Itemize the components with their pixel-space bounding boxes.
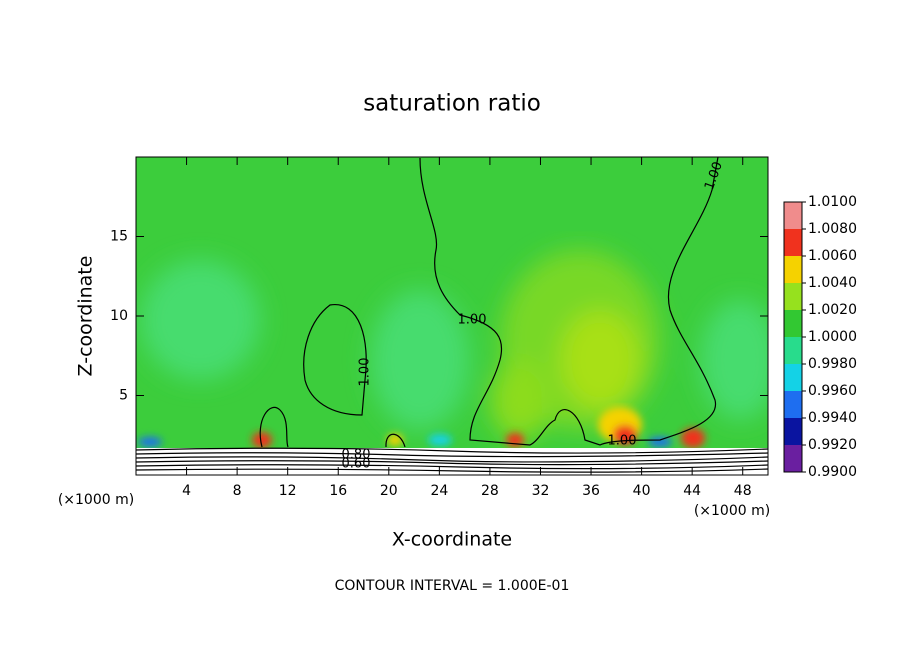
x-tick-label: 20 (380, 483, 398, 499)
colorbar-label: 0.9940 (808, 410, 857, 426)
contour-label: 1.00 (608, 434, 637, 449)
colorbar-band (784, 310, 802, 337)
x-tick-label: 40 (633, 483, 651, 499)
colorbar-label: 1.0020 (808, 302, 857, 318)
contour-label: 0.60 (342, 457, 371, 472)
x-tick-label: 36 (582, 483, 600, 499)
colorbar-label: 0.9920 (808, 437, 857, 453)
colorbar-label: 0.9980 (808, 356, 857, 372)
colorbar-band (784, 391, 802, 418)
colorbar-label: 1.0100 (808, 194, 857, 210)
x-tick-label: 44 (683, 483, 701, 499)
contour-field (136, 157, 768, 475)
colorbar-label: 0.9900 (808, 464, 857, 480)
y-tick-label: 10 (110, 308, 128, 324)
x-tick-label: 24 (430, 483, 448, 499)
y-tick-label: 5 (119, 388, 128, 404)
contour-label: 1.00 (458, 313, 487, 328)
colorbar-band (784, 445, 802, 472)
colorbar-band (784, 202, 802, 229)
colorbar-label: 1.0000 (808, 329, 857, 345)
x-tick-label: 28 (481, 483, 499, 499)
chart-title: saturation ratio (363, 91, 541, 117)
colorbar-label: 1.0080 (808, 221, 857, 237)
x-tick-label: 16 (329, 483, 347, 499)
x-units: (×1000 m) (694, 503, 770, 519)
x-tick-label: 8 (233, 483, 242, 499)
colorbar-label: 1.0040 (808, 275, 857, 291)
colorbar-band (784, 229, 802, 256)
y-axis-label: Z-coordinate (75, 256, 97, 377)
colorbar-label: 0.9960 (808, 383, 857, 399)
y-tick-label: 15 (110, 229, 128, 245)
colorbar-outline (783, 201, 803, 473)
colorbar-band (784, 337, 802, 364)
colorbar-band (784, 283, 802, 310)
x-tick-label: 48 (734, 483, 752, 499)
colorbar-band (784, 256, 802, 283)
contour-label: 1.00 (358, 358, 373, 387)
colorbar-band (784, 418, 802, 445)
annotation: CONTOUR INTERVAL = 1.000E-01 (335, 578, 570, 594)
colorbar-label: 1.0060 (808, 248, 857, 264)
x-tick-label: 4 (182, 483, 191, 499)
colorbar-band (784, 364, 802, 391)
y-units: (×1000 m) (58, 492, 134, 508)
x-axis-label: X-coordinate (392, 529, 512, 551)
x-tick-label: 32 (532, 483, 550, 499)
x-tick-label: 12 (279, 483, 297, 499)
contour-label: 0.80 (342, 448, 371, 463)
